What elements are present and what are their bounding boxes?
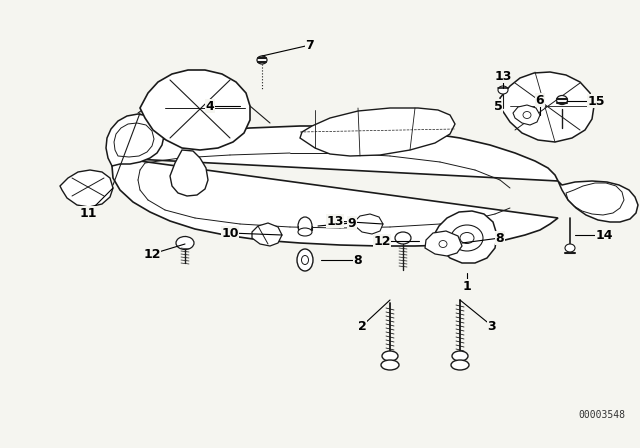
Ellipse shape — [498, 86, 508, 94]
Text: 12: 12 — [373, 234, 391, 247]
Text: 4: 4 — [205, 99, 214, 112]
Polygon shape — [425, 231, 462, 256]
Polygon shape — [106, 114, 164, 166]
Ellipse shape — [298, 228, 312, 236]
Text: 5: 5 — [493, 99, 502, 112]
Ellipse shape — [301, 255, 308, 264]
Text: 13: 13 — [326, 215, 344, 228]
Polygon shape — [112, 126, 558, 246]
Polygon shape — [300, 108, 455, 156]
Ellipse shape — [460, 233, 474, 244]
Text: 15: 15 — [588, 95, 605, 108]
Ellipse shape — [257, 56, 267, 64]
Polygon shape — [513, 105, 540, 125]
Polygon shape — [558, 181, 638, 222]
Text: 8: 8 — [496, 232, 504, 245]
Text: 6: 6 — [536, 94, 544, 107]
Polygon shape — [435, 211, 497, 263]
Polygon shape — [140, 70, 250, 150]
Ellipse shape — [439, 241, 447, 247]
Text: 9: 9 — [348, 216, 356, 229]
Text: 12: 12 — [143, 247, 161, 260]
Text: 1: 1 — [463, 280, 472, 293]
Text: 7: 7 — [306, 39, 314, 52]
Text: 8: 8 — [354, 254, 362, 267]
Ellipse shape — [298, 217, 312, 235]
Text: 2: 2 — [358, 319, 366, 332]
Polygon shape — [354, 214, 383, 234]
Ellipse shape — [451, 225, 483, 251]
Text: 11: 11 — [79, 207, 97, 220]
Ellipse shape — [382, 351, 398, 361]
Ellipse shape — [557, 95, 568, 104]
Ellipse shape — [297, 249, 313, 271]
Polygon shape — [252, 223, 282, 246]
Polygon shape — [60, 170, 113, 207]
Ellipse shape — [451, 360, 469, 370]
Text: 00003548: 00003548 — [578, 410, 625, 420]
Ellipse shape — [395, 232, 411, 244]
Polygon shape — [500, 72, 594, 142]
Ellipse shape — [452, 351, 468, 361]
Text: 13: 13 — [494, 69, 512, 82]
Text: 3: 3 — [488, 319, 496, 332]
Text: 14: 14 — [595, 228, 612, 241]
Text: 10: 10 — [221, 227, 239, 240]
Polygon shape — [170, 150, 208, 196]
Ellipse shape — [176, 237, 194, 250]
Ellipse shape — [523, 112, 531, 119]
Ellipse shape — [381, 360, 399, 370]
Ellipse shape — [565, 244, 575, 252]
